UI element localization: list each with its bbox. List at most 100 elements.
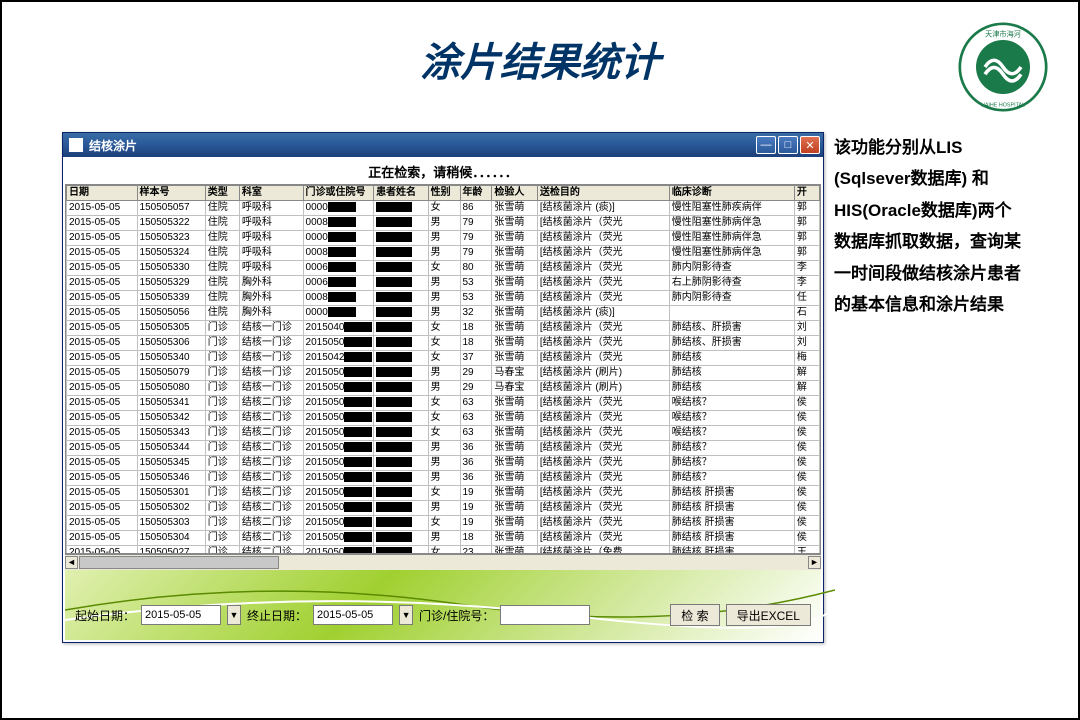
table-cell: 79 — [460, 231, 492, 246]
table-cell: 19 — [460, 516, 492, 531]
table-cell: 2015050 — [303, 516, 374, 531]
table-row[interactable]: 2015-05-05150505342门诊结核二门诊2015050女63张雪萌[… — [67, 411, 820, 426]
table-cell: 门诊 — [205, 471, 239, 486]
table-cell — [374, 351, 429, 366]
column-header[interactable]: 门诊或住院号 — [303, 186, 374, 201]
column-header[interactable]: 科室 — [239, 186, 303, 201]
table-cell: 结核一门诊 — [239, 321, 303, 336]
data-grid[interactable]: 日期样本号类型科室门诊或住院号患者姓名性别年龄检验人送检目的临床诊断开 2015… — [65, 184, 821, 554]
table-cell: [结核菌涂片（荧光 — [537, 411, 669, 426]
table-cell: [结核菌涂片（荧光 — [537, 441, 669, 456]
table-cell: 慢性阻塞性肺疾病伴 — [669, 201, 794, 216]
table-row[interactable]: 2015-05-05150505079门诊结核一门诊2015050男29马春宝[… — [67, 366, 820, 381]
table-cell: 呼吸科 — [239, 201, 303, 216]
id-input[interactable] — [500, 605, 590, 625]
search-panel: 起始日期： ▼ 终止日期： ▼ 门诊/住院号： 检 索 导出EXCEL — [65, 570, 821, 640]
table-cell: 门诊 — [205, 366, 239, 381]
table-row[interactable]: 2015-05-05150505330住院呼吸科0006女80张雪萌[结核菌涂片… — [67, 261, 820, 276]
column-header[interactable]: 日期 — [67, 186, 138, 201]
table-row[interactable]: 2015-05-05150505305门诊结核一门诊2015040女18张雪萌[… — [67, 321, 820, 336]
table-cell: 马春宝 — [492, 381, 537, 396]
table-cell: 张雪萌 — [492, 516, 537, 531]
start-date-input[interactable] — [141, 605, 221, 625]
table-cell: 女 — [428, 486, 460, 501]
table-cell: 张雪萌 — [492, 291, 537, 306]
table-cell: 2015-05-05 — [67, 321, 138, 336]
column-header[interactable]: 性别 — [428, 186, 460, 201]
table-cell: 门诊 — [205, 321, 239, 336]
table-cell: 肺结核 — [669, 381, 794, 396]
table-cell: 2015050 — [303, 411, 374, 426]
table-cell: 张雪萌 — [492, 276, 537, 291]
table-cell: 肺结核 肝损害 — [669, 546, 794, 555]
export-excel-button[interactable]: 导出EXCEL — [726, 604, 811, 626]
table-row[interactable]: 2015-05-05150505056住院胸外科0000男32张雪萌[结核菌涂片… — [67, 306, 820, 321]
table-row[interactable]: 2015-05-05150505341门诊结核二门诊2015050女63张雪萌[… — [67, 396, 820, 411]
table-row[interactable]: 2015-05-05150505322住院呼吸科0008男79张雪萌[结核菌涂片… — [67, 216, 820, 231]
table-cell: 男 — [428, 306, 460, 321]
close-button[interactable]: ✕ — [800, 136, 820, 154]
table-cell: [结核菌涂片 (刷片) — [537, 366, 669, 381]
table-row[interactable]: 2015-05-05150505344门诊结核二门诊2015050男36张雪萌[… — [67, 441, 820, 456]
table-cell: 侯 — [794, 456, 819, 471]
table-row[interactable]: 2015-05-05150505027门诊结核二门诊2015050女23张雪萌[… — [67, 546, 820, 555]
table-cell: 张雪萌 — [492, 336, 537, 351]
table-cell: 住院 — [205, 261, 239, 276]
table-cell: 李 — [794, 261, 819, 276]
column-header[interactable]: 送检目的 — [537, 186, 669, 201]
table-row[interactable]: 2015-05-05150505340门诊结核一门诊2015042女37张雪萌[… — [67, 351, 820, 366]
table-cell — [374, 246, 429, 261]
table-cell: 53 — [460, 291, 492, 306]
column-header[interactable]: 样本号 — [137, 186, 205, 201]
table-row[interactable]: 2015-05-05150505303门诊结核二门诊2015050女19张雪萌[… — [67, 516, 820, 531]
table-cell: [结核菌涂片（荧光 — [537, 231, 669, 246]
table-cell: 呼吸科 — [239, 216, 303, 231]
table-cell: 150505322 — [137, 216, 205, 231]
table-row[interactable]: 2015-05-05150505080门诊结核一门诊2015050男29马春宝[… — [67, 381, 820, 396]
table-row[interactable]: 2015-05-05150505339住院胸外科0008男53张雪萌[结核菌涂片… — [67, 291, 820, 306]
table-cell: [结核菌涂片（荧光 — [537, 336, 669, 351]
table-row[interactable]: 2015-05-05150505345门诊结核二门诊2015050男36张雪萌[… — [67, 456, 820, 471]
status-text: 正在检索，请稍候．．．．．． — [65, 159, 821, 184]
horizontal-scrollbar[interactable]: ◄► — [65, 554, 821, 570]
column-header[interactable]: 年龄 — [460, 186, 492, 201]
table-cell: [结核菌涂片（荧光 — [537, 261, 669, 276]
column-header[interactable]: 临床诊断 — [669, 186, 794, 201]
table-row[interactable]: 2015-05-05150505343门诊结核二门诊2015050女63张雪萌[… — [67, 426, 820, 441]
column-header[interactable]: 检验人 — [492, 186, 537, 201]
table-cell: 150505341 — [137, 396, 205, 411]
table-row[interactable]: 2015-05-05150505301门诊结核二门诊2015050女19张雪萌[… — [67, 486, 820, 501]
table-cell: 郭 — [794, 201, 819, 216]
end-date-dropdown[interactable]: ▼ — [399, 605, 413, 625]
table-cell: 侯 — [794, 441, 819, 456]
end-date-input[interactable] — [313, 605, 393, 625]
table-cell: 门诊 — [205, 426, 239, 441]
table-cell: 2015050 — [303, 486, 374, 501]
table-cell — [374, 216, 429, 231]
table-cell — [374, 516, 429, 531]
table-cell: 门诊 — [205, 486, 239, 501]
table-cell: 侯 — [794, 426, 819, 441]
table-row[interactable]: 2015-05-05150505304门诊结核二门诊2015050男18张雪萌[… — [67, 531, 820, 546]
maximize-button[interactable]: □ — [778, 136, 798, 154]
minimize-button[interactable]: — — [756, 136, 776, 154]
table-cell: 住院 — [205, 306, 239, 321]
start-date-dropdown[interactable]: ▼ — [227, 605, 241, 625]
column-header[interactable]: 患者姓名 — [374, 186, 429, 201]
table-row[interactable]: 2015-05-05150505346门诊结核二门诊2015050男36张雪萌[… — [67, 471, 820, 486]
table-cell: 男 — [428, 231, 460, 246]
table-row[interactable]: 2015-05-05150505324住院呼吸科0008男79张雪萌[结核菌涂片… — [67, 246, 820, 261]
column-header[interactable]: 类型 — [205, 186, 239, 201]
search-button[interactable]: 检 索 — [670, 604, 719, 626]
table-row[interactable]: 2015-05-05150505323住院呼吸科0000男79张雪萌[结核菌涂片… — [67, 231, 820, 246]
table-cell: 肺结核 肝损害 — [669, 501, 794, 516]
table-cell: 150505056 — [137, 306, 205, 321]
table-cell: 2015-05-05 — [67, 381, 138, 396]
table-row[interactable]: 2015-05-05150505306门诊结核一门诊2015050女18张雪萌[… — [67, 336, 820, 351]
table-cell: 2015-05-05 — [67, 426, 138, 441]
table-row[interactable]: 2015-05-05150505302门诊结核二门诊2015050男19张雪萌[… — [67, 501, 820, 516]
table-row[interactable]: 2015-05-05150505057住院呼吸科0000女86张雪萌[结核菌涂片… — [67, 201, 820, 216]
table-cell — [374, 501, 429, 516]
table-row[interactable]: 2015-05-05150505329住院胸外科0006男53张雪萌[结核菌涂片… — [67, 276, 820, 291]
column-header[interactable]: 开 — [794, 186, 819, 201]
